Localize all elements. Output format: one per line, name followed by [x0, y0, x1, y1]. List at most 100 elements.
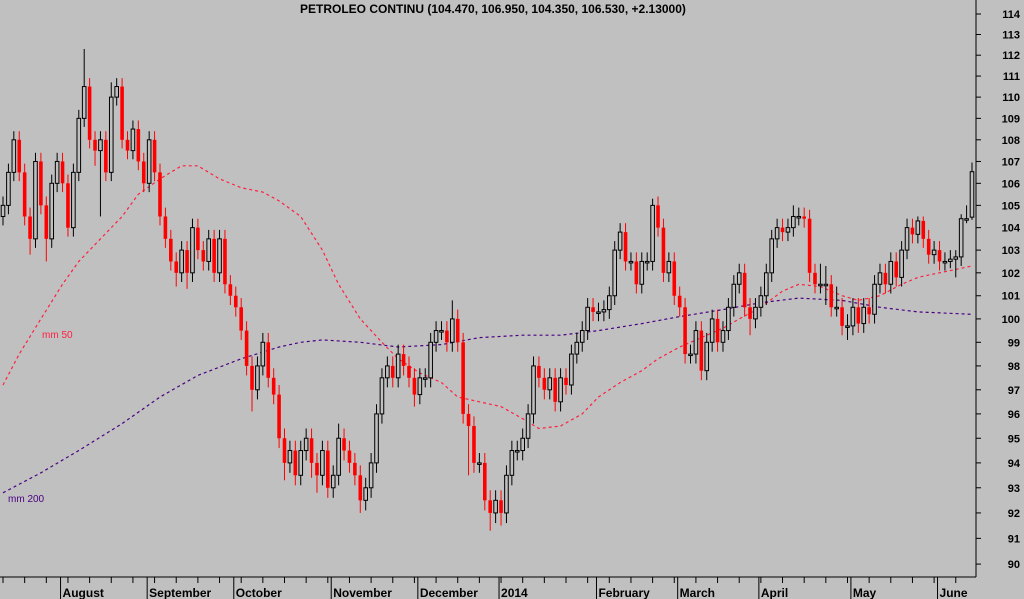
candle-down: [656, 196, 660, 237]
candle-down: [937, 241, 942, 271]
candle-body: [888, 260, 894, 285]
y-tick-label: 93: [1008, 483, 1020, 495]
candle-body: [196, 227, 200, 251]
candle-down: [926, 229, 931, 264]
candle-down: [293, 440, 298, 486]
candle-down: [780, 218, 785, 242]
candle-up: [433, 321, 439, 352]
x-tick-label: December: [420, 586, 478, 599]
candle-body: [499, 500, 503, 513]
candle-body: [472, 426, 476, 463]
candle-body: [493, 499, 498, 514]
candle-up: [217, 229, 222, 282]
candle-up: [785, 218, 791, 242]
candle-up: [644, 252, 650, 271]
candle-body: [861, 306, 867, 325]
candle-up: [298, 440, 304, 486]
candle-down: [699, 321, 704, 381]
candle-up: [872, 275, 877, 324]
candle-body: [422, 377, 428, 380]
candle-body: [136, 129, 141, 162]
candle-up: [904, 218, 910, 260]
candle-body: [130, 128, 136, 152]
candle-up: [509, 440, 515, 486]
x-tick-label: October: [236, 586, 282, 599]
candle-up: [108, 82, 114, 182]
candle-up: [769, 229, 775, 282]
candle-up: [190, 218, 195, 282]
y-tick-label: 95: [1008, 433, 1020, 445]
candle-body: [785, 227, 791, 233]
y-tick-label: 114: [1002, 9, 1021, 21]
x-axis: August September October November December 20…: [0, 576, 976, 599]
mm50-line: [2, 165, 973, 430]
candle-up: [709, 309, 715, 352]
candle-body: [266, 342, 271, 378]
candle-body: [287, 450, 293, 464]
candle-body: [342, 438, 346, 451]
candle-up: [574, 332, 580, 364]
candle-body: [363, 487, 368, 501]
candle-body: [22, 172, 27, 217]
candle-body: [6, 171, 11, 206]
candle-down: [93, 131, 97, 166]
candle-body: [818, 283, 823, 287]
y-tick-label: 111: [1003, 71, 1020, 83]
candle-body: [190, 227, 195, 274]
candle-body: [104, 139, 108, 173]
candle-down: [472, 416, 476, 473]
candle-up: [964, 205, 969, 224]
candle-body: [353, 462, 357, 476]
candle-body: [163, 216, 168, 239]
y-tick-label: 106: [1002, 178, 1020, 190]
candle-up: [395, 344, 401, 388]
candle-body: [856, 307, 861, 324]
candle-body: [558, 377, 563, 403]
candle-up: [612, 241, 618, 305]
candle-down: [553, 368, 557, 412]
candle-up: [758, 286, 764, 317]
candle-down: [683, 298, 687, 364]
candle-body: [374, 413, 379, 464]
candle-down: [125, 131, 130, 160]
candle-up: [439, 321, 444, 340]
candle-down: [239, 298, 243, 340]
candle-body: [829, 284, 834, 308]
candle-body: [17, 139, 22, 173]
candle-body: [840, 307, 844, 326]
candle-up: [547, 368, 553, 400]
candle-body: [228, 284, 233, 296]
candle-down: [634, 252, 639, 294]
candle-down: [390, 356, 395, 388]
candle-down: [412, 368, 417, 407]
candle-body: [450, 318, 455, 343]
x-tick-label: May: [853, 586, 877, 599]
candle-down: [807, 209, 812, 282]
candle-body: [596, 311, 601, 314]
candle-body: [293, 450, 298, 476]
candle-up: [255, 356, 260, 400]
candle-down: [677, 286, 682, 317]
x-tick-label: 2014: [501, 586, 528, 599]
candle-body: [677, 295, 682, 308]
candle-body: [358, 475, 363, 501]
candle-down: [894, 252, 899, 287]
y-tick-label: 107: [1002, 156, 1020, 168]
candle-up: [607, 286, 612, 319]
candle-body: [482, 462, 487, 501]
x-tick-label: April: [761, 586, 788, 599]
candle-up: [379, 368, 385, 424]
x-tick-label: February: [598, 586, 650, 599]
candle-body: [477, 462, 482, 465]
candle-body: [921, 220, 926, 239]
candle-body: [872, 283, 877, 315]
candle-up: [33, 152, 38, 248]
candle-body: [763, 272, 769, 297]
candle-up: [774, 218, 780, 248]
candle-body: [877, 272, 883, 285]
candle-body: [672, 261, 677, 296]
y-tick-label: 112: [1002, 50, 1020, 62]
candle-body: [185, 250, 189, 273]
candle-up: [888, 252, 894, 294]
candle-body: [899, 249, 904, 278]
